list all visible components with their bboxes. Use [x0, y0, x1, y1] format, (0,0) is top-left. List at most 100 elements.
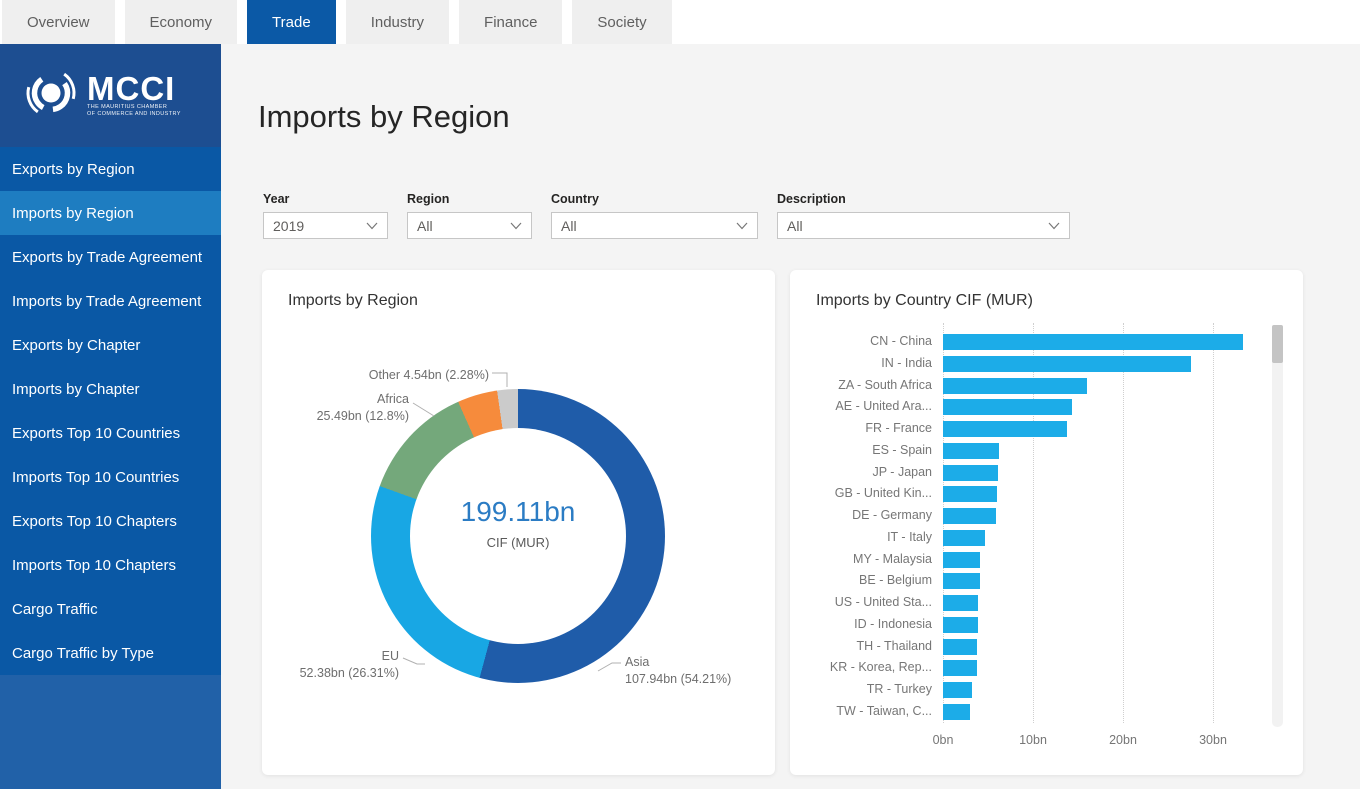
- bar-chart-scrollbar-track[interactable]: [1272, 325, 1283, 727]
- bar-us-united-sta[interactable]: [943, 595, 979, 611]
- filter-label-country: Country: [551, 192, 599, 206]
- donut-leader-line: [492, 372, 508, 387]
- gridline-10bn: [1033, 323, 1034, 723]
- page-title: Imports by Region: [258, 99, 510, 134]
- bar-label-tw-taiwan-c: TW - Taiwan, C...: [836, 703, 932, 718]
- bar-gb-united-kin[interactable]: [943, 486, 997, 503]
- bar-fr-france[interactable]: [943, 421, 1068, 437]
- gridline-20bn: [1123, 323, 1124, 723]
- sidebar-item-imports-by-region[interactable]: Imports by Region: [0, 191, 221, 235]
- gridline-30bn: [1213, 323, 1214, 723]
- donut-label-line: Asia: [625, 655, 650, 669]
- donut-label-other: Other 4.54bn (2.28%): [369, 367, 489, 384]
- sidebar-item-exports-by-trade-agreement[interactable]: Exports by Trade Agreement: [12, 248, 203, 266]
- donut-label-africa: Africa 25.49bn (12.8%): [317, 391, 409, 425]
- tab-society[interactable]: Society: [572, 0, 672, 44]
- sidebar-filler: [0, 675, 221, 789]
- sidebar-nav: Exports by Region Imports by Region Export…: [0, 147, 221, 675]
- donut-center-label: CIF (MUR): [486, 535, 550, 550]
- bar-cn-china[interactable]: [943, 334, 1243, 350]
- donut-leader-line: [412, 402, 435, 417]
- bar-de-germany[interactable]: [943, 508, 997, 524]
- tab-finance[interactable]: Finance: [459, 0, 563, 44]
- bar-my-malaysia[interactable]: [943, 551, 980, 568]
- filter-description-value: All: [787, 217, 803, 234]
- sidebar-item-cargo-traffic[interactable]: Cargo Traffic: [12, 600, 98, 618]
- x-axis-tick-10bn: 10bn: [1019, 733, 1047, 747]
- mcci-subtitle-line2: OF COMMERCE AND INDUSTRY: [87, 110, 181, 117]
- mcci-wordmark: MCCI: [87, 69, 176, 107]
- bar-label-de-germany: DE - Germany: [852, 508, 932, 522]
- bar-es-spain[interactable]: [943, 442, 999, 459]
- donut-label-eu: EU 52.38bn (26.31%): [300, 648, 399, 682]
- bar-chart-scrollbar-thumb[interactable]: [1272, 325, 1283, 363]
- sidebar-item-exports-top-10-chapters[interactable]: Exports Top 10 Chapters: [12, 512, 177, 530]
- sidebar-item-exports-by-chapter[interactable]: Exports by Chapter: [12, 336, 141, 354]
- filter-region: Region All: [407, 192, 532, 239]
- chevron-down-icon[interactable]: [736, 217, 748, 235]
- tab-trade[interactable]: Trade: [247, 0, 336, 44]
- donut-center-value: 199.11bn: [460, 496, 576, 527]
- donut-card-title: Imports by Region: [288, 292, 418, 309]
- sidebar-item-exports-top-10-countries[interactable]: Exports Top 10 Countries: [12, 424, 181, 442]
- filter-country: Country All: [551, 192, 758, 239]
- filter-country-dropdown[interactable]: All: [551, 212, 758, 239]
- bar-label-za-south-africa: ZA - South Africa: [838, 377, 932, 392]
- bar-card-title: Imports by Country CIF (MUR): [816, 292, 1033, 309]
- filter-year-dropdown[interactable]: 2019: [263, 212, 388, 239]
- bar-label-tr-turkey: TR - Turkey: [866, 682, 932, 696]
- chevron-down-icon[interactable]: [510, 217, 522, 235]
- filter-country-value: All: [561, 217, 577, 234]
- bar-label-my-malaysia: MY - Malaysia: [853, 551, 932, 566]
- donut-label-line: 107.94bn (54.21%): [625, 672, 732, 686]
- tab-industry[interactable]: Industry: [345, 0, 450, 44]
- x-axis-tick-0bn: 0bn: [932, 733, 954, 747]
- sidebar-item-imports-top-10-countries[interactable]: Imports Top 10 Countries: [12, 468, 180, 486]
- filter-label-description: Description: [777, 192, 846, 206]
- donut-leader-line: [402, 657, 425, 665]
- bar-za-south-africa[interactable]: [943, 377, 1087, 394]
- donut-label-line: 25.49bn (12.8%): [316, 409, 409, 423]
- sidebar-item-imports-by-trade-agreement[interactable]: Imports by Trade Agreement: [12, 292, 202, 310]
- bar-it-italy[interactable]: [943, 529, 986, 546]
- filter-bar: Year 2019 Region All Country All Description Al…: [263, 192, 1070, 239]
- chevron-down-icon[interactable]: [1048, 217, 1060, 235]
- filter-description: Description All: [777, 192, 1070, 239]
- bar-tr-turkey[interactable]: [943, 682, 972, 698]
- x-axis-tick-20bn: 20bn: [1109, 733, 1137, 747]
- filter-region-dropdown[interactable]: All: [407, 212, 532, 239]
- bar-label-cn-china: CN - China: [870, 334, 932, 348]
- filter-year: Year 2019: [263, 192, 388, 239]
- bar-th-thailand[interactable]: [943, 638, 978, 655]
- sidebar: MCCI THE MAURITIUS CHAMBER OF COMMERCE A…: [0, 44, 221, 789]
- bar-jp-japan[interactable]: [943, 464, 998, 481]
- donut-card: Imports by Region 199.11bn CIF (MUR) Asi…: [262, 270, 775, 775]
- filter-label-year: Year: [263, 192, 290, 206]
- sidebar-item-cargo-traffic-by-type[interactable]: Cargo Traffic by Type: [12, 644, 155, 662]
- top-tab-bar: Overview Economy Trade Industry Finance Socie…: [0, 0, 1360, 44]
- donut-center: 199.11bn CIF (MUR): [410, 428, 626, 644]
- bar-id-indonesia[interactable]: [943, 616, 979, 633]
- bar-ae-united-ara[interactable]: [943, 399, 1072, 416]
- bar-label-us-united-sta: US - United Sta...: [834, 595, 932, 609]
- tab-overview[interactable]: Overview: [2, 0, 115, 44]
- bar-kr-korea-rep[interactable]: [943, 660, 978, 677]
- donut-label-line: EU: [381, 649, 399, 663]
- bar-label-be-belgium: BE - Belgium: [859, 573, 932, 588]
- filter-description-dropdown[interactable]: All: [777, 212, 1070, 239]
- bar-label-gb-united-kin: GB - United Kin...: [834, 486, 932, 501]
- sidebar-item-imports-top-10-chapters[interactable]: Imports Top 10 Chapters: [12, 556, 176, 574]
- main-content: Imports by Region Year 2019 Region All Count…: [221, 44, 1360, 789]
- donut-label-line: 52.38bn (26.31%): [299, 666, 399, 680]
- bar-in-india[interactable]: [943, 355, 1191, 372]
- bar-label-it-italy: IT - Italy: [887, 529, 932, 544]
- filter-year-value: 2019: [273, 217, 305, 234]
- sidebar-item-imports-by-chapter[interactable]: Imports by Chapter: [12, 380, 140, 398]
- bar-tw-taiwan-c[interactable]: [943, 703, 970, 720]
- sidebar-item-exports-by-region[interactable]: Exports by Region: [12, 160, 135, 178]
- bar-be-belgium[interactable]: [943, 573, 980, 590]
- chevron-down-icon[interactable]: [366, 217, 378, 235]
- bar-card: Imports by Country CIF (MUR) 0bn 10bn 20bn…: [790, 270, 1303, 775]
- tab-economy[interactable]: Economy: [124, 0, 238, 44]
- bar-label-jp-japan: JP - Japan: [872, 464, 932, 479]
